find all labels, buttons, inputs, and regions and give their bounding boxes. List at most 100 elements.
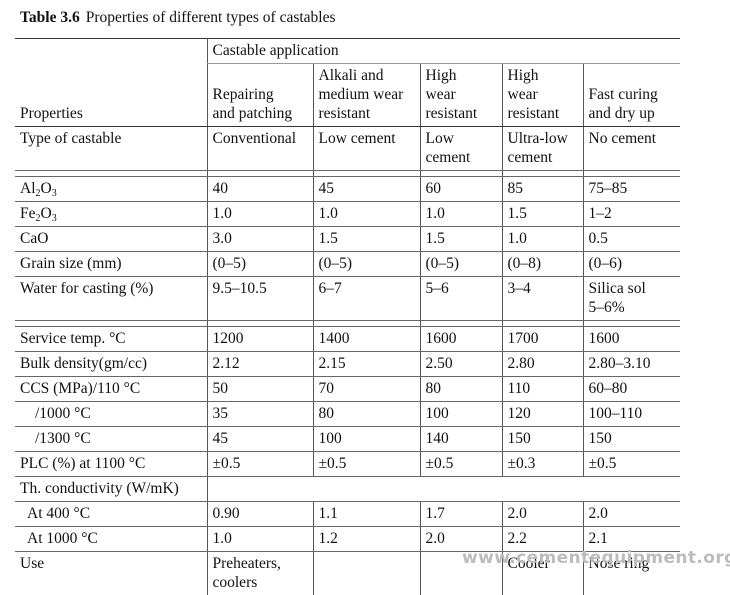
table-cell: 1.5 xyxy=(313,227,420,252)
table-cell: 9.5–10.5 xyxy=(207,277,313,321)
row-label: Grain size (mm) xyxy=(15,252,207,277)
table-cell: 1.0 xyxy=(502,227,583,252)
header-group-row: Properties Castable application xyxy=(15,39,680,64)
table-cell: 2.12 xyxy=(207,352,313,377)
table-cell: 140 xyxy=(420,427,502,452)
table-cell: (0–6) xyxy=(583,252,680,277)
row-label: Use xyxy=(15,552,207,595)
table-cell: 2.15 xyxy=(313,352,420,377)
table-cell: No cement xyxy=(583,127,680,171)
table-cell: 1400 xyxy=(313,327,420,352)
table-cell: 1600 xyxy=(583,327,680,352)
table-row: CCS (MPa)/110 °C 50 70 80 110 60–80 xyxy=(15,377,680,402)
table-cell: 1.0 xyxy=(420,202,502,227)
table-cell: Conventional xyxy=(207,127,313,171)
table-cell: 2.80–3.10 xyxy=(583,352,680,377)
table-row: /1300 °C 45 100 140 150 150 xyxy=(15,427,680,452)
table-cell: 80 xyxy=(313,402,420,427)
table-cell: 6–7 xyxy=(313,277,420,321)
table-cell: ±0.5 xyxy=(583,452,680,477)
table-cell: (0–5) xyxy=(420,252,502,277)
table-cell: 1.7 xyxy=(420,502,502,527)
table-row: PLC (%) at 1100 °C ±0.5 ±0.5 ±0.5 ±0.3 ±… xyxy=(15,452,680,477)
table-cell: 3.0 xyxy=(207,227,313,252)
table-cell: 45 xyxy=(207,427,313,452)
table-cell: 1.0 xyxy=(207,527,313,552)
table-cell: 70 xyxy=(313,377,420,402)
table-cell: 110 xyxy=(502,377,583,402)
table-row: Grain size (mm) (0–5) (0–5) (0–5) (0–8) … xyxy=(15,252,680,277)
watermark: www.cementequipment.org xyxy=(462,548,730,568)
table-cell: 60 xyxy=(420,177,502,202)
table-cell: 85 xyxy=(502,177,583,202)
table-number: Table 3.6 xyxy=(20,9,80,26)
table-row: CaO 3.0 1.5 1.5 1.0 0.5 xyxy=(15,227,680,252)
row-label: PLC (%) at 1100 °C xyxy=(15,452,207,477)
table-cell: 100 xyxy=(420,402,502,427)
table-cell: (0–5) xyxy=(207,252,313,277)
row-label: /1000 °C xyxy=(15,402,207,427)
table-cell: 35 xyxy=(207,402,313,427)
table-cell: ±0.5 xyxy=(313,452,420,477)
table-cell: ±0.5 xyxy=(207,452,313,477)
table-cell: 150 xyxy=(502,427,583,452)
table-cell: 1.5 xyxy=(502,202,583,227)
table-cell: 150 xyxy=(583,427,680,452)
row-label: Th. conductivity (W/mK) xyxy=(15,477,207,502)
table-cell: 60–80 xyxy=(583,377,680,402)
table-cell: 45 xyxy=(313,177,420,202)
table-cell: (0–8) xyxy=(502,252,583,277)
row-label: Type of castable xyxy=(15,127,207,171)
table-cell: 1.0 xyxy=(313,202,420,227)
row-label: CCS (MPa)/110 °C xyxy=(15,377,207,402)
row-label: Fe2O3 xyxy=(15,202,207,227)
row-label: At 400 °C xyxy=(15,502,207,527)
table-cell: ±0.5 xyxy=(420,452,502,477)
table-cell: 1.5 xyxy=(420,227,502,252)
table-row: Bulk density(gm/cc) 2.12 2.15 2.50 2.80 … xyxy=(15,352,680,377)
table-cell: 3–4 xyxy=(502,277,583,321)
table-cell: Preheaters,coolers xyxy=(207,552,313,595)
row-label: Bulk density(gm/cc) xyxy=(15,352,207,377)
table-cell: 0.5 xyxy=(583,227,680,252)
table-cell: 80 xyxy=(420,377,502,402)
row-label: Water for casting (%) xyxy=(15,277,207,321)
table-row: Water for casting (%) 9.5–10.5 6–7 5–6 3… xyxy=(15,277,680,321)
table-cell: 100–110 xyxy=(583,402,680,427)
table-cell: (0–5) xyxy=(313,252,420,277)
row-label: At 1000 °C xyxy=(15,527,207,552)
table-cell: 120 xyxy=(502,402,583,427)
table-row: Type of castable Conventional Low cement… xyxy=(15,127,680,171)
table-cell: 1700 xyxy=(502,327,583,352)
table-cell: 0.90 xyxy=(207,502,313,527)
table-cell: 2.80 xyxy=(502,352,583,377)
table-cell: 1600 xyxy=(420,327,502,352)
header-castable-application: Castable application xyxy=(207,39,680,64)
row-label: CaO xyxy=(15,227,207,252)
table-cell: 2.0 xyxy=(502,502,583,527)
castables-table: Properties Castable application Repairin… xyxy=(15,38,680,595)
table-row: Service temp. °C 1200 1400 1600 1700 160… xyxy=(15,327,680,352)
table-row: Fe2O3 1.0 1.0 1.0 1.5 1–2 xyxy=(15,202,680,227)
table-row: Al2O3 40 45 60 85 75–85 xyxy=(15,177,680,202)
table-cell: 1.1 xyxy=(313,502,420,527)
table-row: Th. conductivity (W/mK) xyxy=(15,477,680,502)
table-title: Properties of different types of castabl… xyxy=(86,9,336,26)
table-cell: 1200 xyxy=(207,327,313,352)
table-cell: 100 xyxy=(313,427,420,452)
table-cell: 2.0 xyxy=(583,502,680,527)
table-cell: 1.2 xyxy=(313,527,420,552)
table-cell: 2.50 xyxy=(420,352,502,377)
table-cell: ±0.3 xyxy=(502,452,583,477)
row-label: /1300 °C xyxy=(15,427,207,452)
table-row: /1000 °C 35 80 100 120 100–110 xyxy=(15,402,680,427)
table-cell xyxy=(313,552,420,595)
